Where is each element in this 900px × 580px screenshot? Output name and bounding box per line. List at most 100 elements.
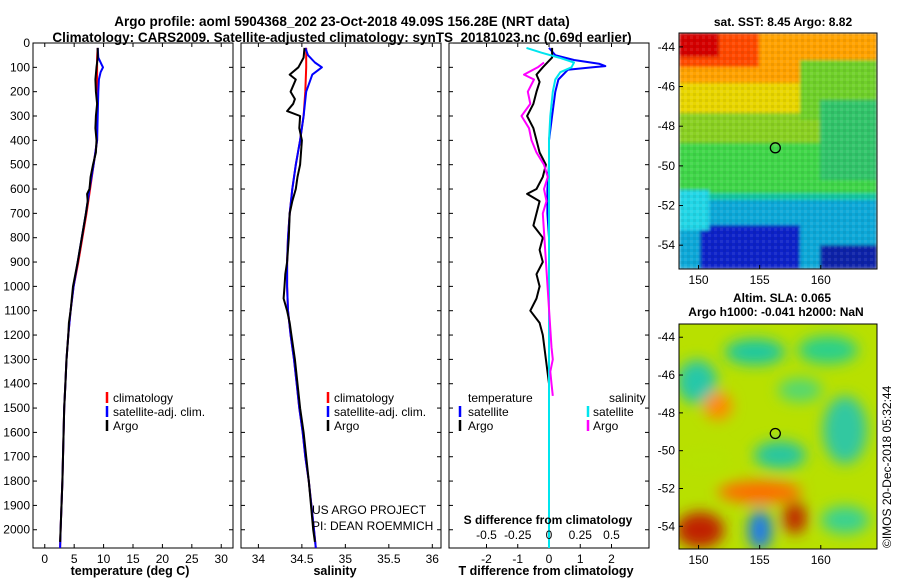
x-tick-label: 1: [577, 552, 584, 566]
legend-satellite-label: satellite-adj. clim.: [113, 405, 205, 419]
secondary-tick-label: -0.25: [504, 528, 532, 542]
sla-blob: [679, 512, 724, 548]
x-tick-label: -2: [481, 552, 492, 566]
difference-axis-label: T difference from climatology: [458, 564, 633, 578]
x-tick-label: -1: [512, 552, 523, 566]
depth-tick-label: 1200: [3, 328, 30, 342]
depth-tick-label: 0: [23, 36, 30, 50]
map-x-tick-label: 160: [811, 553, 831, 567]
x-tick-label: 35.5: [377, 552, 401, 566]
sla-map-title-line1: Altim. SLA: 0.065: [733, 291, 831, 305]
x-tick-label: 35: [339, 552, 353, 566]
figure-title-line2: Climatology: CARS2009. Satellite-adjuste…: [52, 30, 631, 45]
temperature-axes: 0 5 10 15 20 25 30: [33, 42, 233, 566]
legend-climatology-label: climatology: [113, 391, 173, 405]
depth-tick-label: 400: [10, 133, 30, 147]
legend-t-satellite-label: satellite: [468, 405, 509, 419]
sla-map-frame: [678, 323, 878, 550]
x-tick-label: 15: [126, 552, 140, 566]
x-tick-label: 0: [41, 552, 48, 566]
temperature-series: [59, 47, 104, 548]
legend-argo-label: Argo: [113, 419, 139, 433]
difference-series: [520, 46, 607, 548]
legend-s-argo-label: Argo: [593, 419, 619, 433]
sla-blob: [725, 339, 785, 365]
depth-tick-label: 1400: [3, 377, 30, 391]
sla-map-axes: 150 155 160 -44 -46 -48 -50 -52 -54: [658, 330, 831, 567]
credit-pi: PI: DEAN ROEMMICH: [312, 519, 433, 533]
sla-heatmap: [679, 324, 877, 549]
legend-temperature-header: temperature: [468, 391, 533, 405]
sla-blob: [704, 392, 732, 420]
credit-project: US ARGO PROJECT: [312, 503, 427, 517]
map-x-tick-label: 150: [689, 553, 709, 567]
x-tick-label: 25: [185, 552, 199, 566]
x-tick-label: 36: [426, 552, 440, 566]
sla-blob: [679, 448, 731, 472]
depth-tick-label: 1800: [3, 474, 30, 488]
legend-argo-label: Argo: [334, 419, 360, 433]
temperature-axis-label: temperature (deg C): [71, 564, 190, 578]
temperature-legend: climatology satellite-adj. clim. Argo: [105, 391, 205, 433]
depth-tick-label: 1700: [3, 450, 30, 464]
secondary-tick-label: -0.5: [476, 528, 497, 542]
depth-tick-label: 1100: [4, 304, 30, 318]
salinity-axes: 34 34.5 35 35.5 36: [241, 42, 441, 566]
series-line-satellite-adj-clim-: [286, 47, 323, 548]
sla-blob: [821, 506, 869, 534]
depth-tick-label: 900: [10, 255, 30, 269]
sst-map-title: sat. SST: 8.45 Argo: 8.82: [714, 15, 853, 29]
map-y-tick-label: -50: [658, 159, 676, 173]
salinity-legend: climatology satellite-adj. clim. Argo: [326, 391, 426, 433]
sla-profile-marker: [769, 427, 781, 440]
x-tick-label: 5: [71, 552, 78, 566]
x-tick-label: 30: [215, 552, 229, 566]
sst-pixel-texture: [679, 33, 877, 269]
map-y-tick-label: -46: [658, 80, 676, 94]
map-y-tick-label: -44: [658, 40, 676, 54]
secondary-tick-label: 0.5: [603, 528, 620, 542]
x-tick-label: 34.5: [290, 552, 314, 566]
sst-map-axes: 150 155 160 -44 -46 -48 -50 -52 -54: [658, 40, 831, 287]
sla-blob: [679, 360, 717, 404]
legend-s-satellite-label: satellite: [593, 405, 634, 419]
legend-satellite-label: satellite-adj. clim.: [334, 405, 426, 419]
series-line-argo: [282, 47, 316, 543]
map-y-tick-label: -52: [658, 481, 676, 495]
difference-axes: -2 -1 0 1 2: [449, 42, 649, 566]
depth-tick-label: 600: [10, 182, 30, 196]
depth-tick-label: 1900: [3, 498, 30, 512]
series-line-argo: [59, 47, 99, 542]
depth-tick-label: 100: [10, 60, 30, 74]
sla-blob: [798, 336, 858, 364]
series-line-s-argo: [520, 61, 554, 397]
depth-tick-label: 300: [10, 109, 30, 123]
depth-tick-label: 700: [10, 206, 30, 220]
depth-tick-label: 1300: [3, 352, 30, 366]
depth-tick-labels: 0 100 200 300 400 500 600 700 800 900 1000 1100 1200…: [3, 36, 30, 537]
map-y-tick-label: -48: [658, 406, 676, 420]
secondary-tick-label: 0.25: [569, 528, 593, 542]
series-line-climatology: [59, 47, 99, 548]
map-y-tick-label: -52: [658, 199, 676, 213]
map-y-tick-label: -46: [658, 368, 676, 382]
series-line-t-satellite: [546, 47, 607, 548]
salinity-difference-secondary-axis: -0.5 -0.25 0 0.25 0.5: [476, 528, 620, 542]
legend-salinity-header: salinity: [609, 391, 646, 405]
depth-tick-label: 500: [10, 158, 30, 172]
sla-heatmap-field: [679, 336, 869, 549]
x-tick-label: 34: [252, 552, 266, 566]
salinity-panel-frame: [240, 42, 442, 549]
map-x-tick-label: 155: [750, 553, 770, 567]
map-y-tick-label: -50: [658, 444, 676, 458]
depth-tick-label: 1500: [3, 401, 30, 415]
secondary-tick-label: 0: [546, 528, 553, 542]
depth-tick-label: 1000: [3, 279, 30, 293]
series-line-climatology: [286, 47, 317, 548]
map-x-tick-label: 160: [811, 273, 831, 287]
sst-profile-marker: [769, 142, 781, 154]
map-y-tick-label: -44: [658, 330, 676, 344]
figure-title-line1: Argo profile: aoml 5904368_202 23-Oct-20…: [114, 14, 569, 29]
x-tick-label: 2: [608, 552, 615, 566]
sla-blob: [718, 481, 802, 503]
